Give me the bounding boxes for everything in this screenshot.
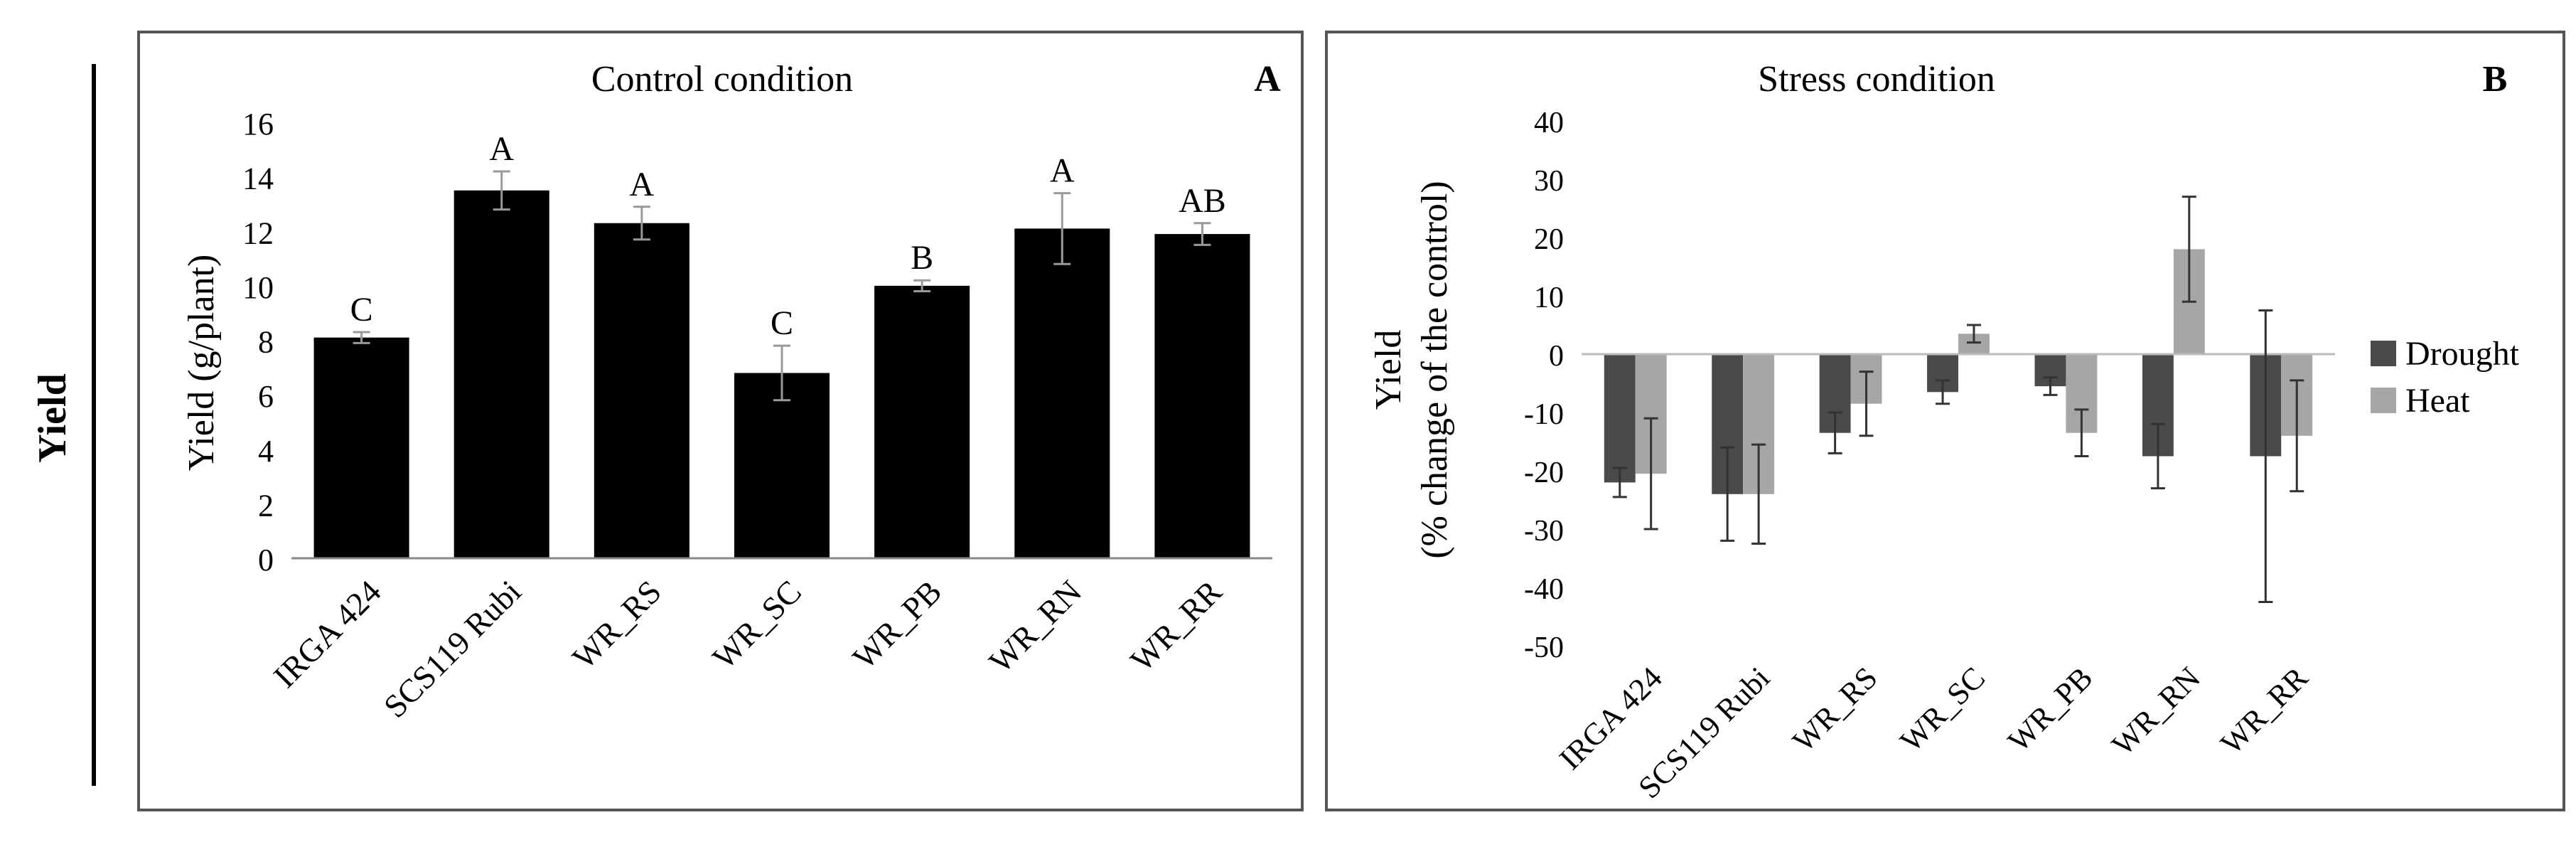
a-y-tick-4: 4 — [258, 434, 274, 469]
a-x-tick-wr-rs: WR_RS — [565, 573, 668, 676]
panel-a-significance-letters: C A A C B A AB — [350, 130, 1226, 342]
b-legend-label-heat: Heat — [2405, 382, 2470, 420]
b-y-tick-minus50: -50 — [1524, 632, 1564, 664]
panel-b-bars — [1604, 249, 2313, 494]
panel-a-control-chart: Control condition A Yield (g/plant) 0 2 4 6… — [137, 31, 1304, 811]
a-letter-wr-sc: C — [771, 304, 793, 342]
panel-b-y-axis-label-line1: Yield — [1368, 330, 1409, 410]
a-bar-wr-sc — [734, 373, 830, 558]
a-y-tick-12: 12 — [242, 215, 274, 250]
panel-b-title: Stress condition — [1758, 59, 1995, 100]
a-y-tick-14: 14 — [242, 161, 274, 196]
b-legend-label-drought: Drought — [2405, 335, 2520, 373]
panel-b-stress-chart: Stress condition B Yield (% change of th… — [1325, 31, 2565, 811]
panel-a-error-bars — [353, 170, 1211, 402]
a-letter-wr-rr: AB — [1179, 182, 1226, 220]
b-x-tick-wr-rr: WR_RR — [2214, 660, 2315, 761]
b-y-tick-10: 10 — [1534, 282, 1564, 314]
a-x-tick-scs119-rubi: SCS119 Rubi — [377, 573, 528, 725]
a-bar-wr-pb — [874, 285, 970, 558]
b-y-tick-30: 30 — [1534, 165, 1564, 198]
panel-b-error-bars — [1612, 196, 2304, 603]
panel-a-bars — [313, 190, 1250, 558]
a-letter-wr-rs: A — [630, 166, 655, 203]
a-bar-wr-rn — [1014, 228, 1110, 558]
panel-a-frame — [137, 31, 1304, 811]
panel-b-y-ticks: -50 -40 -30 -20 -10 0 10 20 30 40 — [1524, 107, 1564, 664]
a-bar-irga-424 — [313, 337, 409, 558]
b-x-tick-wr-rn: WR_RN — [2105, 660, 2207, 762]
a-letter-wr-pb: B — [911, 239, 933, 277]
b-y-tick-0: 0 — [1549, 340, 1564, 373]
b-x-tick-wr-rs: WR_RS — [1786, 660, 1884, 758]
b-y-tick-40: 40 — [1534, 107, 1564, 139]
panel-b-frame — [1325, 31, 2565, 811]
b-y-tick-20: 20 — [1534, 223, 1564, 256]
b-y-tick-minus20: -20 — [1524, 457, 1564, 489]
side-label-yield: Yield — [31, 373, 75, 462]
a-letter-scs119-rubi: A — [489, 130, 514, 168]
b-bar-drought-irga-424 — [1604, 354, 1636, 483]
a-y-tick-2: 2 — [258, 488, 274, 523]
a-bar-wr-rs — [594, 223, 689, 558]
a-bar-wr-rr — [1154, 234, 1250, 558]
b-legend-swatch-drought — [2371, 341, 2396, 366]
a-y-tick-6: 6 — [258, 379, 274, 414]
a-y-tick-8: 8 — [258, 325, 274, 360]
a-bar-scs119-rubi — [454, 190, 549, 558]
a-x-tick-wr-rn: WR_RN — [982, 573, 1088, 680]
panel-b-legend: Drought Heat — [2371, 335, 2520, 420]
panel-a-title: Control condition — [591, 59, 853, 100]
panel-a-y-axis-label: Yield (g/plant) — [181, 255, 222, 471]
b-x-tick-irga-424: IRGA 424 — [1552, 660, 1668, 776]
panel-b-letter: B — [2483, 59, 2508, 100]
a-x-tick-wr-sc: WR_SC — [706, 573, 809, 676]
b-legend-swatch-heat — [2371, 388, 2396, 413]
b-y-tick-minus10: -10 — [1524, 398, 1564, 431]
a-y-tick-10: 10 — [242, 270, 274, 305]
a-x-tick-wr-rr: WR_RR — [1123, 573, 1228, 678]
b-x-tick-wr-sc: WR_SC — [1894, 660, 1992, 758]
a-letter-wr-rn: A — [1050, 152, 1075, 190]
panel-a-y-ticks: 0 2 4 6 8 10 12 14 16 — [242, 107, 274, 577]
a-x-tick-irga-424: IRGA 424 — [267, 573, 388, 695]
a-x-tick-wr-pb: WR_PB — [846, 573, 949, 676]
b-y-tick-minus30: -30 — [1524, 515, 1564, 548]
a-y-tick-16: 16 — [242, 107, 274, 142]
a-letter-irga-424: C — [350, 291, 373, 329]
panel-a-letter: A — [1254, 59, 1281, 100]
a-y-tick-0: 0 — [258, 543, 274, 577]
b-y-tick-minus40: -40 — [1524, 573, 1564, 606]
b-x-tick-wr-pb: WR_PB — [2001, 660, 2099, 758]
panel-b-y-axis-label-line2: (% change of the control) — [1415, 181, 1455, 558]
